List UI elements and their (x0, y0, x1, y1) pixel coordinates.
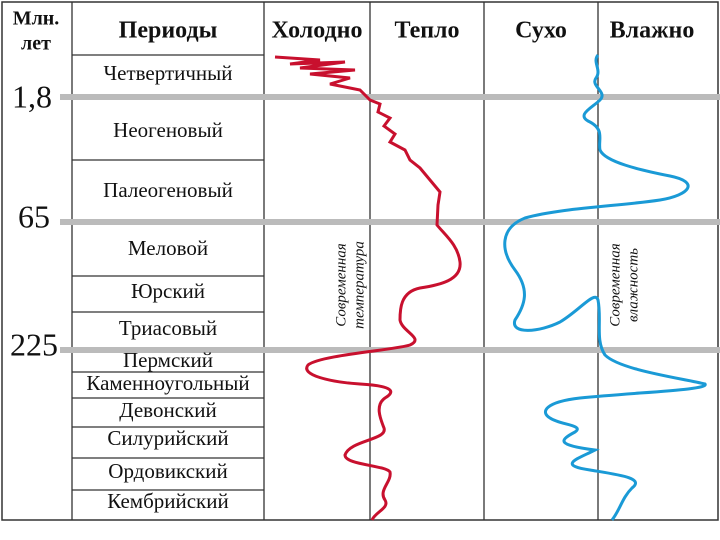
period-label: Палеогеновый (103, 178, 233, 202)
period-label: Пермский (123, 348, 213, 372)
humidity-note: Современная влажность (607, 243, 641, 327)
header-units: Млн. (13, 8, 60, 30)
age-label: 225 (10, 326, 58, 362)
header-periods: Периоды (119, 18, 218, 44)
note-text: температура (351, 241, 367, 329)
period-label: Ордовикский (108, 459, 227, 483)
period-label: Неогеновый (113, 118, 223, 142)
header-cold: Холодно (271, 18, 362, 44)
note-text: Современная (333, 243, 349, 327)
period-label: Кембрийский (107, 489, 228, 513)
period-label: Меловой (128, 236, 208, 260)
period-label: Четвертичный (103, 61, 232, 85)
note-text: Современная (607, 243, 623, 327)
period-label: Триасовый (119, 316, 217, 340)
period-label: Девонский (119, 398, 216, 422)
header-wet: Влажно (610, 18, 695, 44)
humidity-curve (503, 54, 707, 521)
temperature-curve (274, 55, 462, 521)
header-units: лет (21, 33, 51, 55)
note-text: влажность (625, 248, 641, 322)
age-label: 1,8 (12, 78, 52, 114)
period-label: Юрский (131, 279, 205, 303)
frame (1, 1, 719, 521)
period-label: Каменноугольный (86, 371, 249, 395)
age-label: 65 (18, 198, 50, 234)
period-labels: Четвертичный Неогеновый Палеогеновый Мелово… (86, 61, 249, 513)
period-label: Силурийский (107, 426, 228, 450)
period-lines (72, 54, 264, 491)
header-warm: Тепло (394, 18, 459, 44)
header-dry: Сухо (515, 18, 567, 44)
temperature-note: Современная температура (333, 241, 367, 329)
